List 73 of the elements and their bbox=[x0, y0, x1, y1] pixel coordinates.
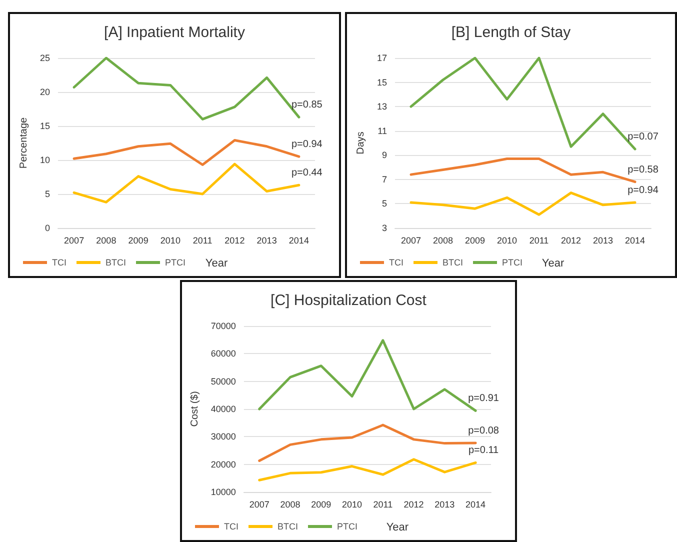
legend-label: BTCI bbox=[106, 258, 126, 268]
x-tick-label: 2009 bbox=[464, 236, 486, 246]
x-axis-title: Year bbox=[542, 258, 564, 270]
x-tick-label: 2011 bbox=[192, 236, 212, 246]
annotation: p=0.94 bbox=[292, 139, 323, 150]
y-tick-label: 5 bbox=[44, 189, 50, 199]
y-tick-label: 9 bbox=[382, 150, 387, 160]
y-axis-title: Cost ($) bbox=[190, 391, 200, 427]
line-series bbox=[258, 458, 477, 482]
y-tick-label: 20000 bbox=[210, 459, 236, 470]
x-tick-label: 2014 bbox=[288, 236, 309, 246]
x-tick-label: 2010 bbox=[342, 500, 362, 510]
x-tick-label: 2007 bbox=[400, 236, 422, 246]
x-tick-label: 2009 bbox=[311, 500, 332, 510]
y-tick-label: 17 bbox=[376, 53, 387, 63]
y-tick-label: 10 bbox=[40, 155, 50, 165]
legend-label: PTCI bbox=[165, 258, 186, 268]
x-tick-label: 2007 bbox=[64, 236, 84, 246]
chart-title: [A] Inpatient Mortality bbox=[104, 24, 246, 41]
y-tick-label: 15 bbox=[40, 121, 50, 131]
legend-label: TCI bbox=[52, 258, 66, 268]
legend-label: BTCI bbox=[442, 258, 464, 268]
chart-title: [C] Hospitalization Cost bbox=[270, 292, 428, 309]
y-tick-label: 70000 bbox=[210, 321, 236, 331]
chart-title: [B] Length of Stay bbox=[451, 24, 572, 41]
x-tick-label: 2014 bbox=[624, 236, 646, 246]
y-axis-title: Days bbox=[356, 132, 367, 154]
annotation: p=0.94 bbox=[628, 185, 659, 196]
y-tick-label: 0 bbox=[44, 223, 50, 233]
y-tick-label: 13 bbox=[376, 102, 387, 112]
x-tick-label: 2014 bbox=[466, 500, 486, 510]
y-tick-label: 3 bbox=[382, 223, 387, 233]
y-tick-label: 5 bbox=[382, 198, 387, 209]
y-tick-label: 25 bbox=[40, 53, 50, 63]
legend-label: PTCI bbox=[502, 258, 523, 268]
x-tick-label: 2011 bbox=[373, 500, 393, 510]
y-tick-label: 40000 bbox=[210, 404, 236, 414]
x-tick-label: 2008 bbox=[280, 500, 300, 510]
x-tick-label: 2013 bbox=[434, 500, 455, 510]
x-tick-label: 2007 bbox=[249, 500, 270, 510]
x-tick-label: 2011 bbox=[529, 236, 549, 246]
x-tick-label: 2010 bbox=[496, 236, 518, 246]
y-tick-label: 15 bbox=[376, 77, 387, 88]
y-tick-label: 20 bbox=[40, 87, 50, 97]
annotation: p=0.11 bbox=[468, 445, 500, 456]
annotation: p=0.44 bbox=[292, 168, 323, 179]
legend-label: TCI bbox=[389, 258, 404, 268]
x-tick-label: 2012 bbox=[404, 500, 424, 510]
y-tick-label: 7 bbox=[382, 174, 387, 184]
x-tick-label: 2009 bbox=[128, 236, 148, 246]
y-tick-label: 60000 bbox=[210, 348, 236, 359]
legend-label: TCI bbox=[224, 522, 238, 532]
y-tick-label: 30000 bbox=[210, 432, 236, 442]
x-tick-label: 2013 bbox=[592, 236, 614, 246]
x-axis-title: Year bbox=[386, 522, 409, 534]
x-axis-title: Year bbox=[205, 258, 228, 270]
annotation: p=0.58 bbox=[628, 164, 659, 176]
x-tick-label: 2012 bbox=[224, 236, 245, 246]
annotation: p=0.91 bbox=[468, 393, 500, 404]
annotation: p=0.08 bbox=[468, 426, 500, 437]
legend-label: BTCI bbox=[278, 522, 298, 532]
x-tick-label: 2012 bbox=[560, 236, 582, 246]
annotation: p=0.07 bbox=[628, 132, 659, 143]
y-tick-label: 50000 bbox=[210, 376, 236, 386]
x-tick-label: 2010 bbox=[160, 236, 180, 246]
y-axis-title: Percentage bbox=[18, 116, 30, 169]
legend-label: PTCI bbox=[337, 522, 358, 532]
annotation: p=0.85 bbox=[292, 100, 323, 111]
x-tick-label: 2013 bbox=[256, 236, 277, 246]
x-tick-label: 2008 bbox=[96, 236, 116, 246]
x-tick-label: 2008 bbox=[432, 236, 454, 246]
y-tick-label: 11 bbox=[378, 126, 387, 136]
y-tick-label: 10000 bbox=[210, 487, 236, 497]
